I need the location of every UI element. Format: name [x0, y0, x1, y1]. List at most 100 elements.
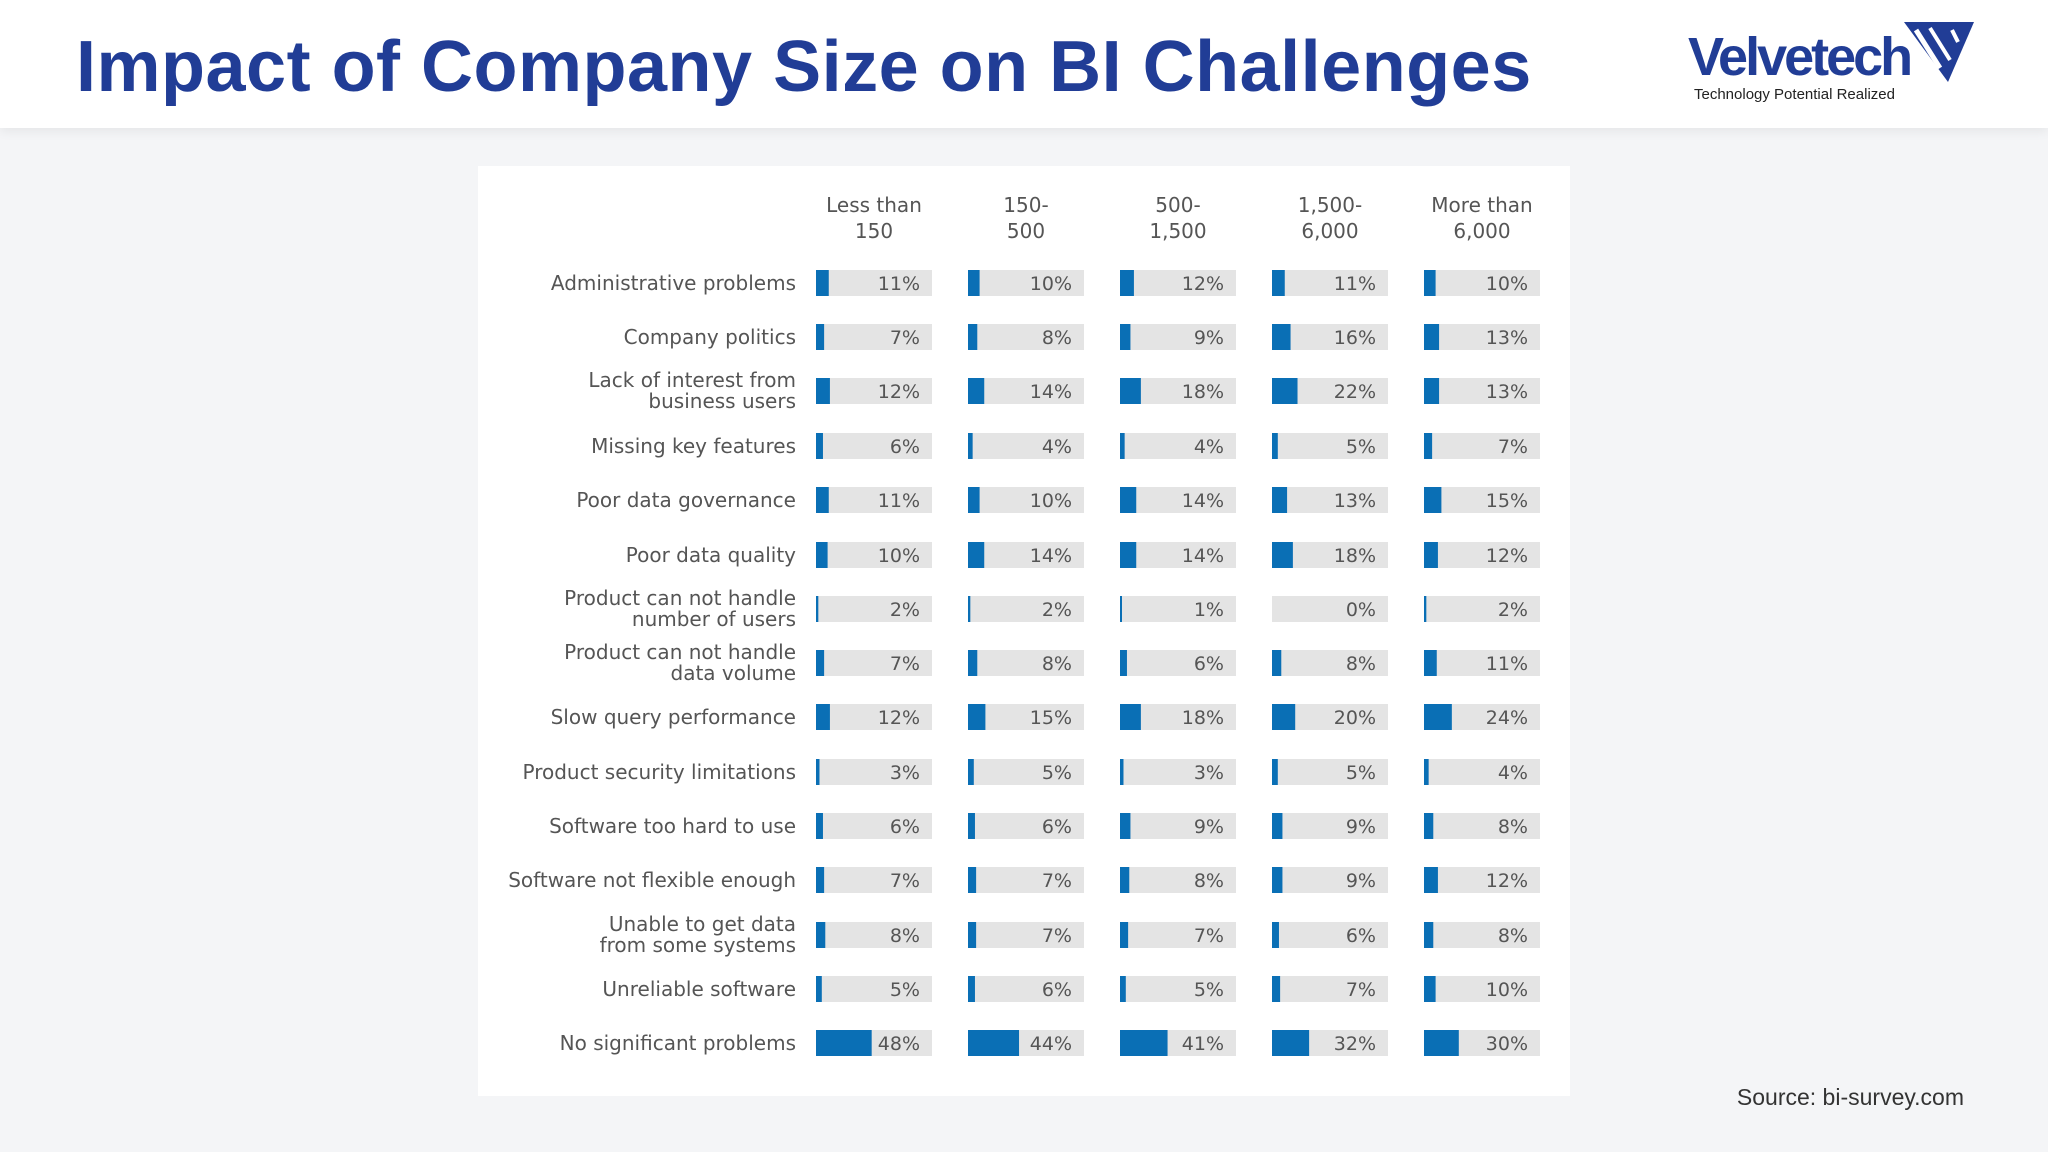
bar-track: [1424, 596, 1540, 622]
bar-track: [1424, 433, 1540, 459]
bar-value-label: 8%: [1042, 653, 1072, 675]
bar: [1120, 487, 1137, 513]
bar-value-label: 9%: [1194, 327, 1224, 349]
bar-value-label: 14%: [1182, 545, 1224, 567]
bar: [1272, 867, 1283, 893]
bar: [968, 324, 978, 350]
bar: [1120, 922, 1129, 948]
bar-value-label: 18%: [1182, 381, 1224, 403]
bar-value-label: 7%: [1042, 870, 1072, 892]
bar-track: [1120, 542, 1236, 568]
row-label: Administrative problems: [551, 271, 796, 295]
bar-value-label: 24%: [1486, 707, 1528, 729]
bar-value-label: 2%: [1042, 599, 1072, 621]
bar-value-label: 6%: [1346, 925, 1376, 947]
bar: [1120, 650, 1127, 676]
bar-track: [1272, 867, 1388, 893]
bar: [1424, 759, 1429, 785]
bar: [1272, 1030, 1310, 1056]
bar-track: [816, 324, 932, 350]
bar-track: [816, 759, 932, 785]
bar-track: [1120, 596, 1236, 622]
bar-value-label: 9%: [1194, 816, 1224, 838]
bar-value-label: 9%: [1346, 870, 1376, 892]
bar-track: [968, 867, 1084, 893]
bar: [1272, 976, 1281, 1002]
bar: [968, 759, 974, 785]
bar-track: [1424, 542, 1540, 568]
bar-track: [1272, 487, 1388, 513]
bar-value-label: 12%: [878, 707, 920, 729]
bar-value-label: 14%: [1182, 490, 1224, 512]
bar-value-label: 12%: [1486, 545, 1528, 567]
bi-challenges-chart: Less than 150 150-500 500-1,500 1,500-6,000 M…: [508, 193, 1540, 1056]
bar: [968, 487, 980, 513]
bar: [1120, 596, 1122, 622]
bar-value-label: 11%: [878, 273, 920, 295]
bar-value-label: 7%: [1194, 925, 1224, 947]
bar: [968, 813, 975, 839]
bar-value-label: 5%: [1194, 979, 1224, 1001]
bar: [1120, 704, 1141, 730]
bar-value-label: 10%: [1030, 273, 1072, 295]
bar-value-label: 18%: [1334, 545, 1376, 567]
bar-track: [1424, 487, 1540, 513]
bar-value-label: 5%: [1042, 762, 1072, 784]
bar-track: [1272, 270, 1388, 296]
column-header: More than 6,000: [1431, 193, 1532, 243]
bar: [968, 270, 980, 296]
bar: [1424, 867, 1438, 893]
row-label: Unable to get data from some systems: [600, 912, 796, 957]
bar: [1120, 867, 1130, 893]
bar: [816, 922, 826, 948]
bar-value-label: 7%: [1346, 979, 1376, 1001]
bar-track: [1424, 324, 1540, 350]
row-label: Missing key features: [591, 434, 796, 458]
bar-value-label: 8%: [890, 925, 920, 947]
bar-value-label: 11%: [1486, 653, 1528, 675]
bar-track: [1272, 650, 1388, 676]
bar-value-label: 12%: [878, 381, 920, 403]
bar-value-label: 2%: [1498, 599, 1528, 621]
bar-value-label: 6%: [1042, 979, 1072, 1001]
logo-shield-icon: [1904, 22, 1974, 82]
bar: [1272, 378, 1298, 404]
bar-value-label: 11%: [878, 490, 920, 512]
bar: [1424, 813, 1434, 839]
bar-value-label: 10%: [1030, 490, 1072, 512]
bar-track: [1120, 433, 1236, 459]
bar-value-label: 13%: [1334, 490, 1376, 512]
bar-track: [816, 976, 932, 1002]
bar-value-label: 13%: [1486, 327, 1528, 349]
bar: [816, 324, 825, 350]
bar-value-label: 7%: [1042, 925, 1072, 947]
bar-track: [968, 433, 1084, 459]
bar-track: [1424, 650, 1540, 676]
bar: [1424, 324, 1440, 350]
bar-track: [1424, 867, 1540, 893]
bar: [1272, 650, 1282, 676]
column-header: 150-500: [1003, 193, 1048, 243]
bar: [1424, 650, 1437, 676]
chart-panel: Less than 150 150-500 500-1,500 1,500-6,000 M…: [478, 166, 1570, 1096]
bar-track: [1120, 324, 1236, 350]
bar: [1120, 759, 1124, 785]
row-label: Poor data governance: [576, 488, 796, 512]
bar-value-label: 48%: [878, 1033, 920, 1055]
bar: [816, 759, 820, 785]
bar: [1120, 813, 1131, 839]
row-label: No significant problems: [560, 1031, 796, 1055]
bar-value-label: 5%: [1346, 762, 1376, 784]
bar-track: [816, 922, 932, 948]
bar-track: [1120, 759, 1236, 785]
bar-track: [1120, 650, 1236, 676]
bar-value-label: 0%: [1346, 599, 1376, 621]
bar: [968, 433, 973, 459]
bar: [816, 704, 830, 730]
bar-value-label: 8%: [1498, 925, 1528, 947]
bar: [1120, 976, 1126, 1002]
bar-value-label: 6%: [890, 816, 920, 838]
page-title: Impact of Company Size on BI Challenges: [76, 27, 1532, 107]
bar: [1120, 324, 1131, 350]
bar-value-label: 4%: [1498, 762, 1528, 784]
